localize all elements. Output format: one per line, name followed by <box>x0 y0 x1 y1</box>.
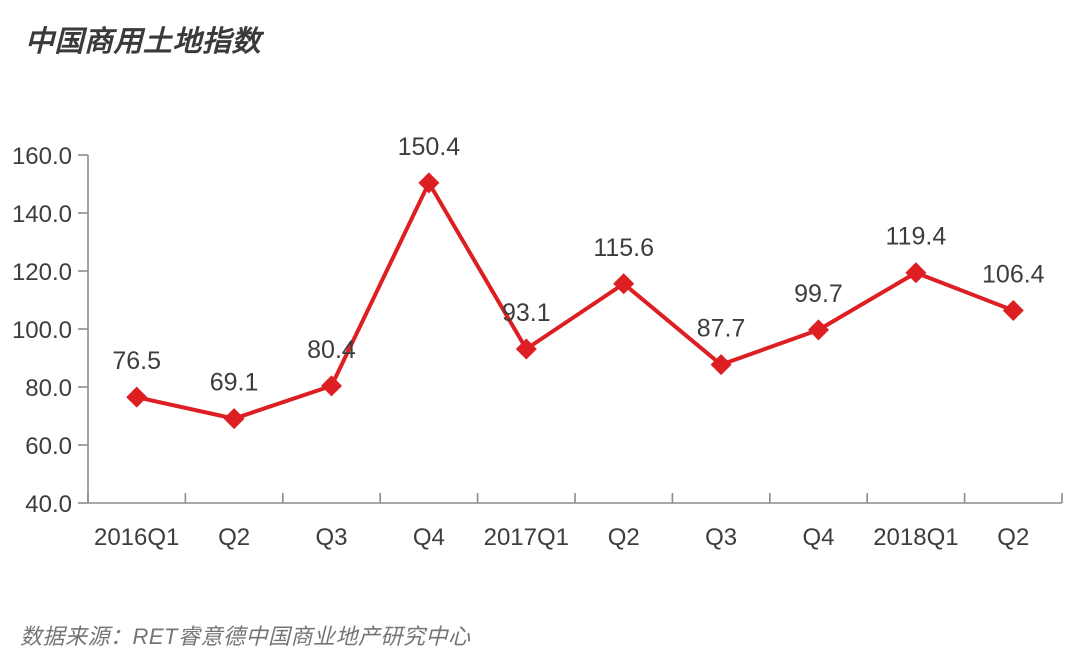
data-point-label: 119.4 <box>886 223 947 251</box>
x-axis-category-label: 2017Q1 <box>484 524 569 551</box>
x-axis-category-label: Q4 <box>802 524 834 551</box>
data-point-label: 99.7 <box>794 280 843 308</box>
x-axis-category-label: Q2 <box>218 524 250 551</box>
data-point-label: 76.5 <box>112 347 161 375</box>
data-point-marker <box>808 319 829 341</box>
x-axis-category-label: Q3 <box>315 524 347 551</box>
data-point-marker <box>321 375 342 397</box>
data-point-marker <box>418 172 440 194</box>
data-point-marker <box>515 338 537 360</box>
data-point-label: 150.4 <box>398 133 461 161</box>
x-axis-category-label: Q4 <box>413 524 445 551</box>
data-point-marker <box>1002 299 1024 321</box>
x-axis-category-label: Q3 <box>705 524 737 551</box>
data-point-label: 115.6 <box>593 234 654 262</box>
x-axis-category-label: Q2 <box>608 524 640 551</box>
data-point-label: 69.1 <box>210 369 259 397</box>
data-point-marker <box>223 408 245 430</box>
data-point-label: 106.4 <box>982 260 1045 288</box>
series-line <box>134 180 1016 421</box>
data-point-label: 93.1 <box>502 299 551 327</box>
data-point-marker <box>613 273 635 295</box>
data-point-marker <box>905 262 927 284</box>
x-axis-category-label: Q2 <box>997 524 1029 551</box>
y-axis-tick-label: 40.0 <box>25 491 72 518</box>
x-axis-category-label: 2016Q1 <box>94 524 179 551</box>
y-axis-tick-label: 160.0 <box>12 143 72 170</box>
data-point-marker <box>126 386 148 408</box>
y-axis-tick-label: 140.0 <box>12 201 72 228</box>
y-axis-tick-label: 80.0 <box>25 375 72 402</box>
data-source-note: 数据来源：RET睿意德中国商业地产研究中心 <box>20 624 471 649</box>
x-axis-category-label: 2018Q1 <box>873 524 958 551</box>
chart-title: 中国商用土地指数 <box>25 26 262 58</box>
data-point-label: 87.7 <box>697 315 746 343</box>
y-axis-tick-label: 120.0 <box>12 259 72 286</box>
data-point-marker <box>710 354 732 376</box>
data-point-label: 80.4 <box>307 336 356 364</box>
y-axis-tick-label: 100.0 <box>12 317 72 344</box>
y-axis-tick-label: 60.0 <box>25 433 72 460</box>
